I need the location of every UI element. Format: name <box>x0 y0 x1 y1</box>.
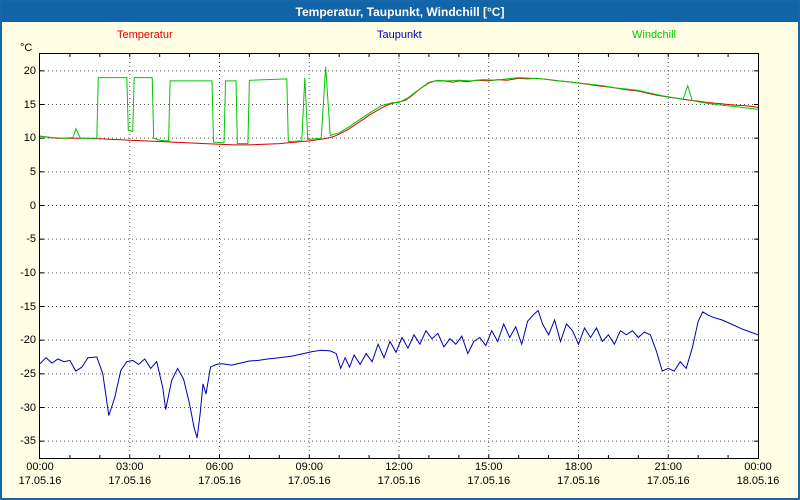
x-tick-time-label: 09:00 <box>295 461 324 473</box>
legend-temperatur: Temperatur <box>117 29 173 41</box>
x-tick-time-label: 06:00 <box>205 461 234 473</box>
x-tick-time-label: 12:00 <box>385 461 413 473</box>
y-tick-label: 15 <box>23 98 36 111</box>
y-tick-label: -20 <box>20 334 36 347</box>
x-tick-date-label: 17.05.16 <box>377 475 421 487</box>
x-tick-time-label: 21:00 <box>654 461 683 473</box>
x-tick-time-label: 00:00 <box>26 461 54 473</box>
x-tick-time-label: 03:00 <box>115 461 144 473</box>
y-axis-unit-label: °C <box>20 42 33 54</box>
y-tick-label: 10 <box>23 132 36 145</box>
x-tick-date-label: 17.05.16 <box>287 475 331 487</box>
series-line-windchill <box>40 66 758 145</box>
legend-taupunkt: Taupunkt <box>377 29 422 41</box>
x-tick-date-label: 17.05.16 <box>467 475 511 487</box>
y-tick-label: 5 <box>29 165 36 178</box>
y-tick-label: -5 <box>26 233 36 246</box>
x-tick-date-label: 17.05.16 <box>198 475 241 487</box>
legend-windchill: Windchill <box>632 29 677 41</box>
window-title: Temperatur, Taupunkt, Windchill [°C] <box>295 5 505 19</box>
y-tick-label: 20 <box>23 64 36 77</box>
x-tick-time-label: 15:00 <box>474 461 503 473</box>
chart-svg <box>40 54 758 458</box>
title-bar: Temperatur, Taupunkt, Windchill [°C] <box>2 2 798 22</box>
y-tick-label: -10 <box>20 266 36 279</box>
y-tick-label: -30 <box>20 401 36 414</box>
plot-area <box>39 53 759 459</box>
y-tick-label: -15 <box>20 300 36 313</box>
x-tick-date-label: 17.05.16 <box>646 475 690 487</box>
y-tick-label: 0 <box>29 199 36 212</box>
y-tick-label: -35 <box>20 435 36 448</box>
series-line-taupunkt <box>40 309 758 438</box>
x-tick-date-label: 17.05.16 <box>108 475 152 487</box>
x-tick-date-label: 17.05.16 <box>18 475 62 487</box>
x-tick-time-label: 00:00 <box>744 461 772 473</box>
y-tick-label: -25 <box>20 367 36 380</box>
x-tick-time-label: 18:00 <box>564 461 593 473</box>
x-tick-date-label: 17.05.16 <box>557 475 600 487</box>
x-tick-date-label: 18.05.16 <box>736 475 780 487</box>
